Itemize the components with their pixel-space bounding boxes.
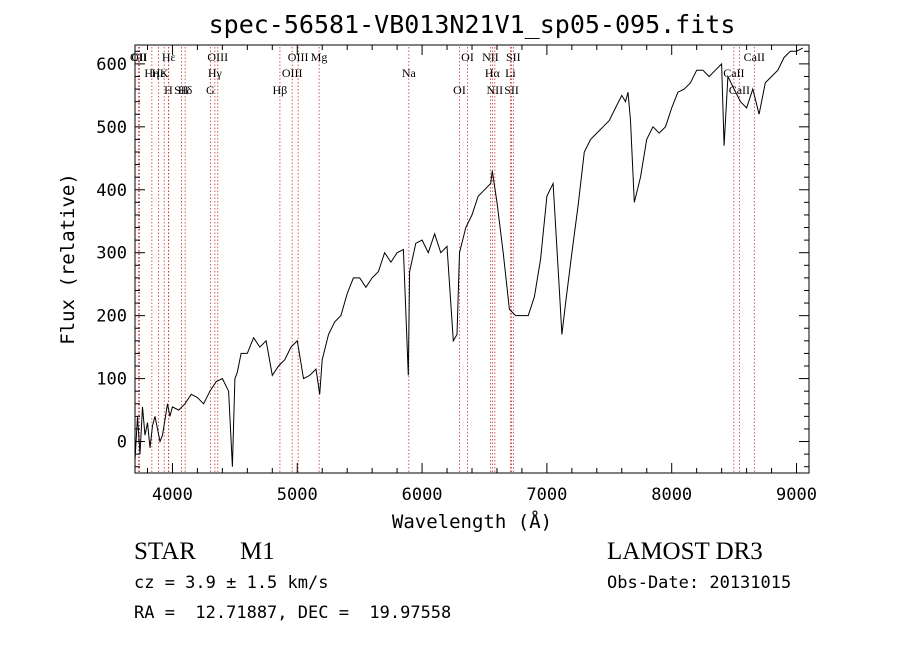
spectral-line-markers bbox=[137, 47, 755, 473]
line-label: Hδ bbox=[178, 83, 193, 97]
y-tick-label: 300 bbox=[96, 244, 127, 264]
line-label: SII bbox=[174, 83, 189, 97]
x-tick-label: 4000 bbox=[152, 485, 193, 505]
line-label: OI bbox=[453, 83, 466, 97]
redshift-value: cz = 3.9 ± 1.5 km/s bbox=[134, 573, 329, 593]
x-axis-label: Wavelength (Å) bbox=[392, 510, 552, 533]
line-label: Li bbox=[505, 66, 516, 80]
y-tick-label: 200 bbox=[96, 307, 127, 327]
y-tick-label: 0 bbox=[117, 433, 127, 453]
line-label: H bbox=[164, 83, 173, 97]
line-label: Hγ bbox=[208, 66, 223, 80]
spectrum-line bbox=[134, 47, 804, 467]
line-label: SII bbox=[504, 83, 519, 97]
line-label: OIII bbox=[288, 50, 309, 64]
line-label: Na bbox=[402, 66, 417, 80]
plot-frame bbox=[134, 44, 810, 474]
observation-date: Obs-Date: 20131015 bbox=[607, 573, 792, 593]
x-tick-label: 7000 bbox=[526, 485, 567, 505]
x-tick-label: 9000 bbox=[776, 485, 817, 505]
line-label: OII bbox=[130, 50, 147, 64]
object-subclass: M1 bbox=[240, 538, 275, 565]
x-axis: 4000 5000 6000 7000 8000 9000 bbox=[146, 45, 817, 505]
line-label: Hβ bbox=[273, 83, 288, 97]
line-label: NII bbox=[487, 83, 504, 97]
line-label: CaII bbox=[744, 50, 765, 64]
line-label: Mg bbox=[311, 50, 328, 64]
line-label: Hε bbox=[162, 50, 176, 64]
y-axis: 0 100 200 300 400 500 600 bbox=[96, 50, 809, 468]
x-tick-label: 5000 bbox=[277, 485, 318, 505]
line-label: NII bbox=[482, 50, 499, 64]
spectral-line-labels: HεKHδOIIHεSIICIIHηHOIIIHγGOIIIOIIIHβMgNa… bbox=[130, 50, 765, 97]
line-label: OIII bbox=[207, 50, 228, 64]
line-label: CII bbox=[131, 50, 147, 64]
chart-title: spec-56581-VB013N21V1_sp05-095.fits bbox=[209, 10, 736, 39]
line-label: Hα bbox=[485, 66, 501, 80]
line-label: SII bbox=[506, 50, 521, 64]
line-label: CaII bbox=[723, 66, 744, 80]
line-label: K bbox=[160, 66, 169, 80]
coordinates: RA = 12.71887, DEC = 19.97558 bbox=[134, 603, 452, 623]
y-tick-label: 100 bbox=[96, 370, 127, 390]
line-label: OI bbox=[461, 50, 474, 64]
x-tick-label: 8000 bbox=[651, 485, 692, 505]
x-tick-label: 6000 bbox=[402, 485, 443, 505]
y-axis-label: Flux (relative) bbox=[57, 173, 79, 345]
survey-name: LAMOST DR3 bbox=[607, 538, 763, 565]
y-tick-label: 600 bbox=[96, 55, 127, 75]
object-class: STAR bbox=[134, 538, 196, 565]
line-label: OIII bbox=[282, 66, 303, 80]
line-label: CaII bbox=[729, 83, 750, 97]
line-label: G bbox=[206, 83, 215, 97]
y-tick-label: 500 bbox=[96, 118, 127, 138]
y-tick-label: 400 bbox=[96, 181, 127, 201]
line-label: Hε bbox=[152, 66, 166, 80]
line-label: Hη bbox=[144, 66, 159, 80]
